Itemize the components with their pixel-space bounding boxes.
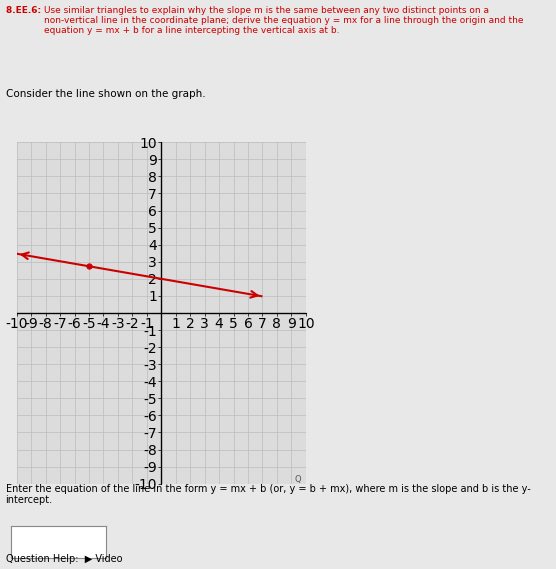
- Text: Q: Q: [295, 475, 301, 484]
- Text: Use similar triangles to explain why the slope m is the same between any two dis: Use similar triangles to explain why the…: [44, 6, 524, 35]
- Text: Question Help:  ▶ Video: Question Help: ▶ Video: [6, 554, 122, 564]
- Text: 8.EE.6:: 8.EE.6:: [6, 6, 44, 15]
- Text: Enter the equation of the line in the form y = mx + b (or, y = b + mx), where m : Enter the equation of the line in the fo…: [6, 484, 530, 505]
- Text: Consider the line shown on the graph.: Consider the line shown on the graph.: [6, 89, 205, 99]
